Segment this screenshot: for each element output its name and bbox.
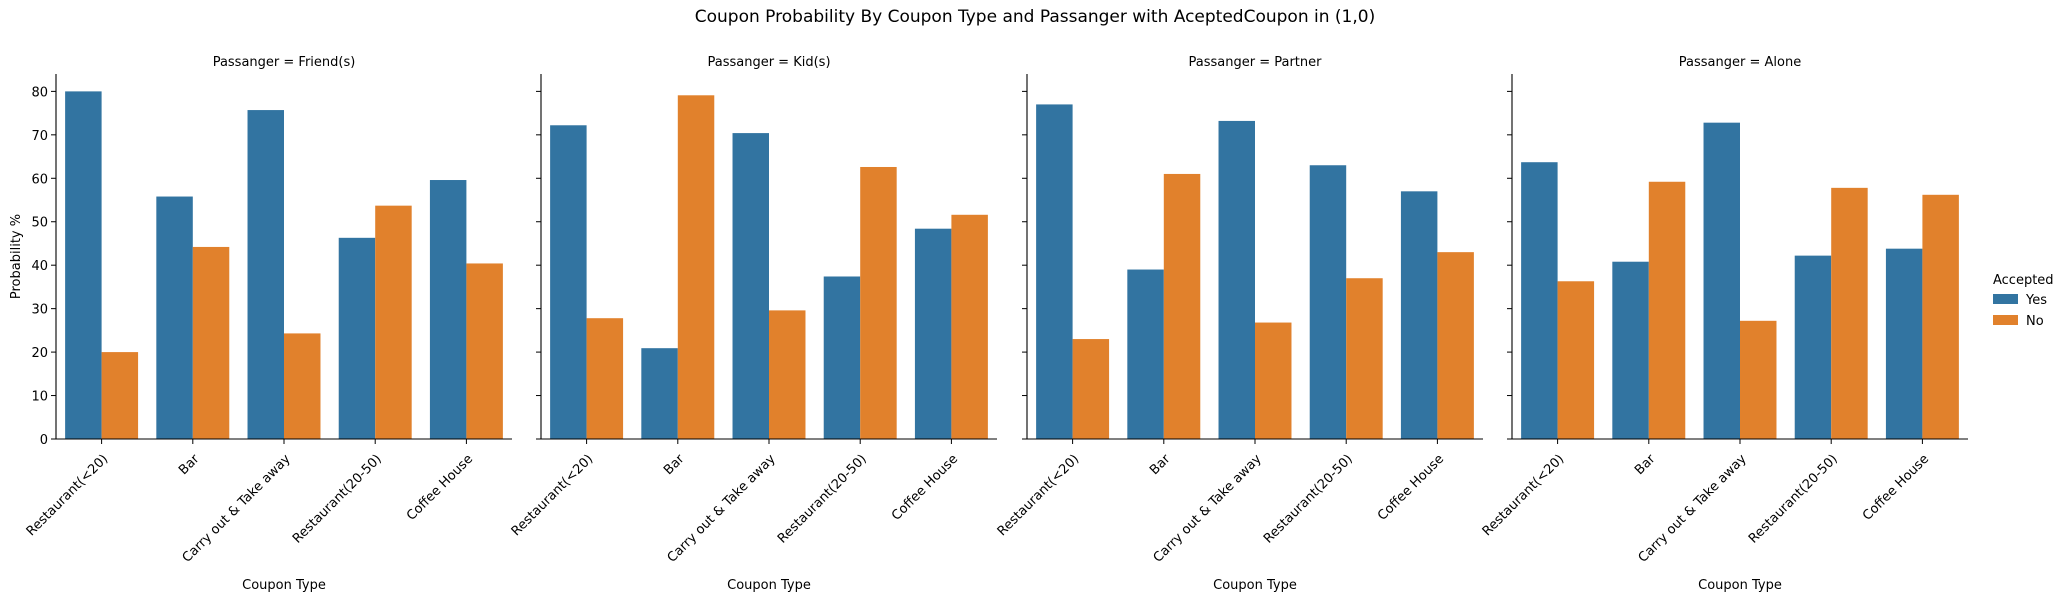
y-tick-label: 10: [31, 390, 48, 405]
bar-carry-out-take-away-yes: [1703, 122, 1740, 440]
bar-coffee-house-no: [1922, 194, 1959, 439]
bar-coffee-house-no: [1437, 252, 1474, 439]
bar-restaurant-20-yes: [550, 125, 587, 440]
bar-carry-out-take-away-no: [1255, 322, 1292, 439]
bar-carry-out-take-away-no: [1740, 320, 1777, 439]
bar-restaurant-20-50-no: [375, 205, 412, 439]
legend-label-yes: Yes: [2025, 293, 2047, 308]
facets: Passanger = Friend(s) 0 10 20 30 40 50 60 70 80 Re…: [9, 55, 1968, 593]
bar-restaurant-20-50-yes: [823, 276, 861, 439]
bar-bar-yes: [641, 348, 678, 439]
bar-carry-out-take-away-no: [769, 310, 806, 439]
x-tick-label: Bar: [661, 451, 688, 478]
bar-restaurant-20-no: [1072, 339, 1110, 439]
x-tick-label: Coffee House: [1375, 452, 1447, 524]
facet-passanger-friend-s: Passanger = Friend(s) 0 10 20 30 40 50 60 70 80 Re…: [24, 55, 512, 593]
bar-bar-no: [677, 95, 715, 440]
y-tick-label: 0: [40, 433, 48, 448]
x-tick-label: Bar: [1147, 451, 1174, 478]
legend-label-no: No: [2026, 314, 2044, 329]
bar-bar-no: [1163, 173, 1201, 439]
x-axis-label: Coupon Type: [1213, 578, 1297, 593]
x-tick-label: Restaurant(20-50): [1261, 452, 1356, 547]
chart-title: Coupon Probability By Coupon Type and Pa…: [695, 7, 1375, 27]
x-tick-label: Carry out & Take away: [1151, 451, 1265, 565]
bar-coffee-house-no: [466, 263, 503, 439]
bar-bar-yes: [1127, 269, 1164, 439]
bar-bar-yes: [1612, 261, 1649, 439]
bar-restaurant-20-no: [101, 352, 139, 439]
x-tick-label: Carry out & Take away: [180, 451, 294, 565]
bar-restaurant-20-no: [1557, 281, 1595, 439]
x-tick-label: Restaurant(<20): [1480, 452, 1568, 540]
x-tick-label: Carry out & Take away: [1636, 451, 1750, 565]
y-tick-label: 40: [31, 259, 48, 274]
legend: Accepted Yes No: [1993, 273, 2054, 329]
bar-carry-out-take-away-yes: [247, 110, 284, 439]
bar-restaurant-20-50-no: [1346, 278, 1383, 439]
bar-coffee-house-yes: [1400, 191, 1438, 439]
x-tick-label: Restaurant(20-50): [775, 452, 870, 547]
y-tick-label: 60: [31, 172, 48, 187]
facet-title: Passanger = Alone: [1679, 55, 1801, 70]
legend-title: Accepted: [1993, 273, 2054, 288]
x-tick-label: Coffee House: [404, 452, 476, 524]
bar-coffee-house-yes: [914, 228, 952, 439]
x-tick-label: Carry out & Take away: [665, 451, 779, 565]
bar-restaurant-20-50-no: [860, 166, 897, 439]
x-tick-label: Restaurant(<20): [995, 452, 1083, 540]
bar-restaurant-20-yes: [65, 91, 102, 439]
bar-bar-yes: [156, 196, 193, 439]
bar-bar-no: [1648, 181, 1686, 439]
x-tick-label: Restaurant(<20): [24, 452, 112, 540]
bar-restaurant-20-yes: [1521, 162, 1558, 440]
bar-carry-out-take-away-yes: [732, 133, 769, 439]
x-axis-label: Coupon Type: [727, 578, 811, 593]
y-tick-label: 80: [31, 85, 48, 100]
x-axis-label: Coupon Type: [1698, 578, 1782, 593]
x-tick-label: Coffee House: [889, 452, 961, 524]
bar-coffee-house-yes: [429, 180, 467, 439]
y-tick-label: 70: [31, 129, 48, 144]
bar-coffee-house-yes: [1885, 248, 1923, 439]
x-tick-label: Restaurant(20-50): [290, 452, 385, 547]
bar-carry-out-take-away-yes: [1218, 120, 1255, 439]
bar-bar-no: [192, 246, 230, 439]
y-axis-label: Probability %: [9, 214, 24, 299]
legend-swatch-no: [1993, 315, 2018, 325]
bar-restaurant-20-50-yes: [1309, 165, 1347, 439]
facet-title: Passanger = Partner: [1189, 55, 1323, 70]
facet-title: Passanger = Kid(s): [707, 55, 830, 70]
x-axis-label: Coupon Type: [242, 578, 326, 593]
y-tick-label: 20: [31, 346, 48, 361]
x-tick-label: Bar: [176, 451, 203, 478]
x-tick-label: Coffee House: [1860, 452, 1932, 524]
bar-restaurant-20-yes: [1036, 104, 1073, 440]
facet-passanger-partner: Passanger = Partner Restaurant(<20) BarCar…: [995, 55, 1483, 593]
facet-passanger-alone: Passanger = Alone Restaurant(<20) BarCarry…: [1480, 55, 1968, 593]
facet-passanger-kid-s: Passanger = Kid(s) Restaurant(<20) BarCarr…: [509, 55, 997, 593]
bar-restaurant-20-50-yes: [1794, 255, 1832, 439]
bar-restaurant-20-50-yes: [338, 237, 376, 439]
y-tick-label: 50: [31, 216, 48, 231]
bar-carry-out-take-away-no: [284, 333, 321, 439]
x-tick-label: Restaurant(<20): [509, 452, 597, 540]
bar-restaurant-20-50-no: [1831, 187, 1868, 439]
x-tick-label: Restaurant(20-50): [1746, 452, 1841, 547]
facet-title: Passanger = Friend(s): [213, 55, 356, 70]
bar-restaurant-20-no: [586, 318, 624, 439]
y-tick-label: 30: [31, 303, 48, 318]
legend-swatch-yes: [1993, 294, 2018, 304]
bar-coffee-house-no: [951, 214, 988, 439]
x-tick-label: Bar: [1632, 451, 1659, 478]
